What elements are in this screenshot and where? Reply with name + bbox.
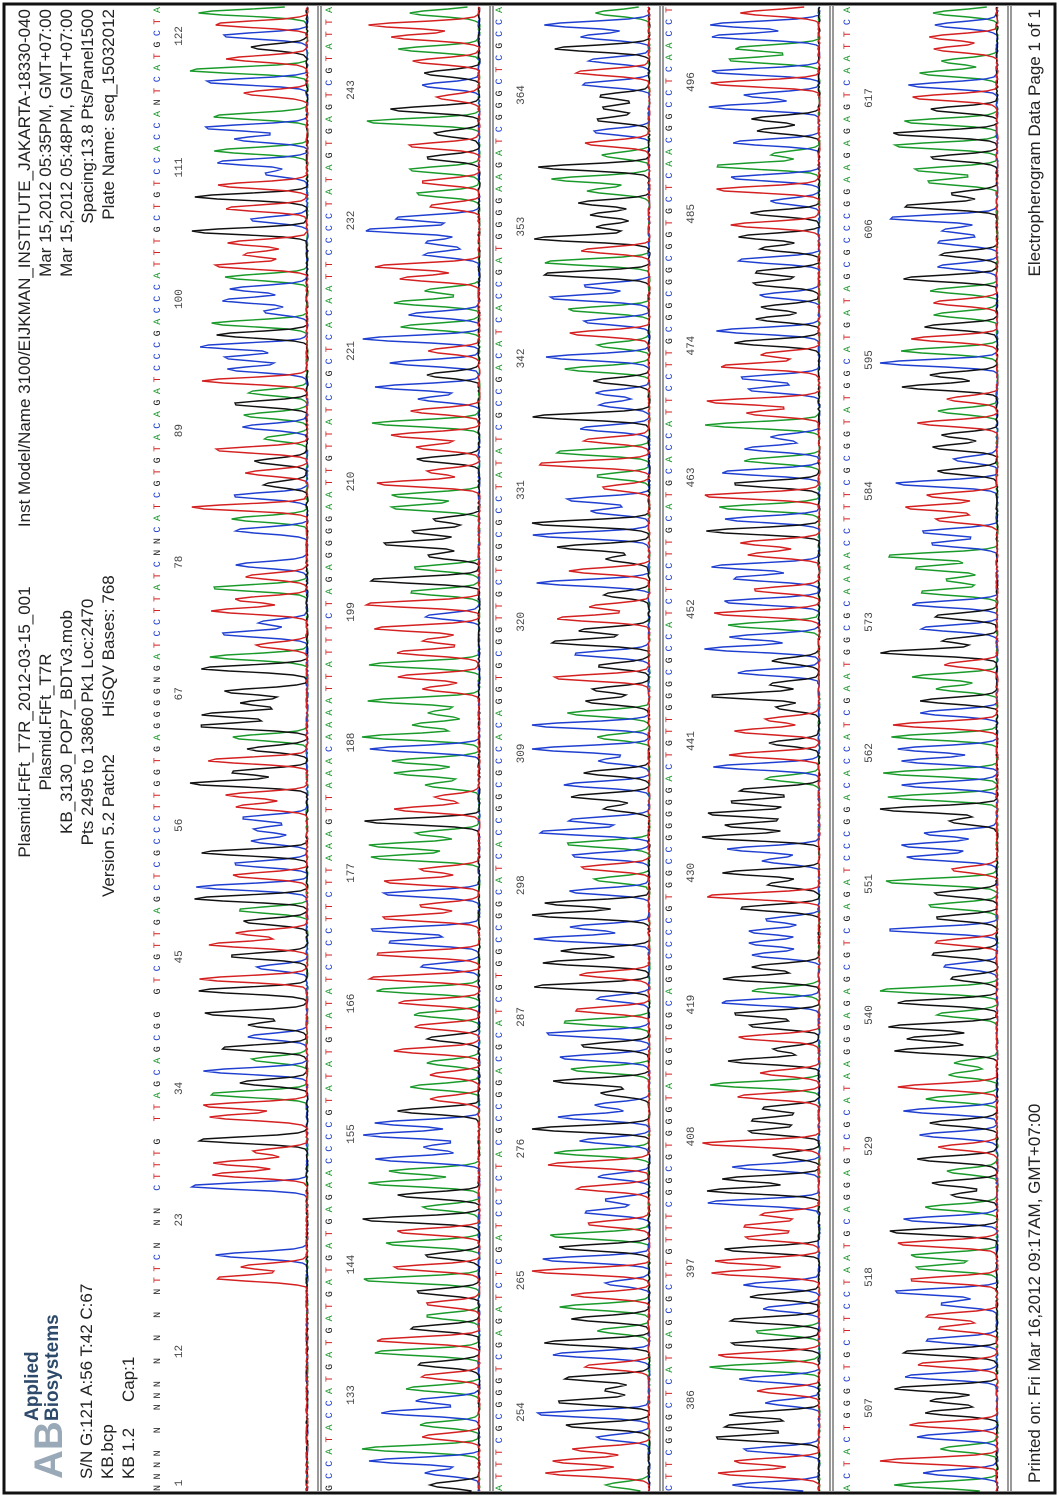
base-position: 34 bbox=[174, 1081, 186, 1095]
base-sequence: CTTCGGGCTCATGAGCGCTTGTTTCGGCGTGGGTATGGTG… bbox=[665, 7, 676, 1491]
base-position: 100 bbox=[174, 289, 186, 309]
base-position: 309 bbox=[516, 744, 528, 764]
base-position: 1 bbox=[174, 1479, 186, 1486]
base-position: 540 bbox=[864, 1005, 876, 1025]
base-position: 496 bbox=[686, 72, 698, 92]
print-date: Printed on: Fri Mar 16,2012 09:17AM, GMT… bbox=[1025, 1104, 1044, 1483]
trace bbox=[532, 7, 650, 1491]
base-position: 67 bbox=[174, 687, 186, 700]
base-position: 23 bbox=[174, 1213, 186, 1226]
base-position: 298 bbox=[516, 875, 528, 895]
sample-info: HiSQV Bases: 768 bbox=[99, 575, 118, 717]
run-info: S/N G:121 A:56 T:42 C:67 bbox=[77, 1284, 96, 1479]
base-position: 320 bbox=[516, 612, 528, 632]
base-sequence: ATTTCGCGGGTCGAGATCTCGATCCTCTACGCCGGACGCA… bbox=[495, 7, 506, 1491]
base-position: 430 bbox=[686, 863, 698, 883]
trace bbox=[880, 7, 998, 1491]
base-position: 276 bbox=[516, 1139, 528, 1159]
electropherogram-sheet: AB Applied Biosystems S/N G:121 A:56 T:4… bbox=[0, 0, 1059, 1497]
base-position: 111 bbox=[174, 157, 186, 177]
trace bbox=[363, 7, 480, 1491]
base-position: 342 bbox=[516, 348, 528, 368]
base-position: 122 bbox=[174, 26, 186, 46]
trace bbox=[532, 7, 650, 1491]
base-position: 408 bbox=[686, 1126, 698, 1146]
base-position: 221 bbox=[346, 341, 358, 361]
base-position: 287 bbox=[516, 1007, 528, 1027]
base-position: 188 bbox=[346, 733, 358, 753]
trace bbox=[362, 7, 480, 1491]
base-sequence: ACTACTGGGCTGCTTCCTAATGCAGGAGTCGCATAAGGGA… bbox=[843, 7, 854, 1491]
base-position: 573 bbox=[864, 612, 876, 632]
sample-info: KB_3130_POP7_BDTv3.mob bbox=[57, 610, 76, 834]
base-position: 232 bbox=[346, 211, 358, 231]
base-position: 155 bbox=[346, 1124, 358, 1144]
base-position: 595 bbox=[864, 350, 876, 370]
base-position: 441 bbox=[686, 731, 698, 751]
base-position: 166 bbox=[346, 994, 358, 1014]
base-position: 606 bbox=[864, 219, 876, 239]
base-position: 529 bbox=[864, 1136, 876, 1156]
panel: ACTACTGGGCTGCTTCCTAATGCAGGAGTCGCATAAGGGA… bbox=[843, 6, 1011, 1491]
page: {"header": { "logo": ["Applied", "Biosys… bbox=[0, 0, 1059, 1497]
sample-info: Pts 2495 to 13860 Pk1 Loc:2470 bbox=[78, 599, 97, 846]
panel: ATTTCGCGGGTCGAGATCTCGATCCTCTACGCCGGACGCA… bbox=[495, 6, 663, 1491]
base-position: 353 bbox=[516, 217, 528, 237]
logo-text: Applied bbox=[22, 1351, 43, 1421]
base-position: 364 bbox=[516, 85, 528, 105]
instrument-info: Mar 15,2012 05:35PM, GMT+07:00 bbox=[36, 9, 55, 277]
sample-info: Plasmid.FtFt_T7R_2012-03-15_001 bbox=[15, 586, 34, 857]
base-position: 254 bbox=[516, 1402, 528, 1422]
base-sequence: GCCATACCATGATGATGATGATGAGAACCCCGTATATGTA… bbox=[325, 7, 336, 1491]
logo-mark: AB bbox=[27, 1421, 71, 1479]
base-position: 485 bbox=[686, 204, 698, 224]
base-position: 133 bbox=[346, 1385, 358, 1405]
logo: AB Applied Biosystems bbox=[22, 1314, 71, 1479]
base-position: 584 bbox=[864, 481, 876, 501]
run-info: KB.bcp bbox=[98, 1424, 117, 1479]
panel: NNNN N NNN N N N NTTCN NN CTTTG TTAGCAGC… bbox=[153, 6, 321, 1491]
logo-text: Biosystems bbox=[42, 1314, 63, 1421]
base-position: 386 bbox=[686, 1390, 698, 1410]
run-info: Cap:1 bbox=[119, 1357, 138, 1402]
trace bbox=[366, 7, 480, 1491]
base-position: 210 bbox=[346, 472, 358, 492]
base-position: 12 bbox=[174, 1345, 186, 1358]
base-position: 89 bbox=[174, 424, 186, 437]
base-position: 562 bbox=[864, 743, 876, 763]
landscape-sheet: AB Applied Biosystems S/N G:121 A:56 T:4… bbox=[0, 0, 1059, 1497]
base-position: 331 bbox=[516, 480, 528, 500]
base-position: 78 bbox=[174, 556, 186, 569]
base-position: 265 bbox=[516, 1270, 528, 1290]
sample-info: Plasmid.FtFt_T7R bbox=[36, 654, 55, 791]
base-position: 551 bbox=[864, 874, 876, 894]
base-position: 419 bbox=[686, 995, 698, 1015]
page-info: Electropherogram Data Page 1 of 1 bbox=[1025, 9, 1044, 276]
instrument-info: Inst Model/Name 3100/EIJKMAN_INSTITUTE_J… bbox=[15, 9, 34, 527]
base-position: 56 bbox=[174, 819, 186, 832]
run-info: KB 1.2 bbox=[119, 1428, 138, 1479]
base-position: 617 bbox=[864, 88, 876, 108]
trace bbox=[702, 7, 820, 1491]
trace bbox=[532, 7, 650, 1491]
trace bbox=[363, 7, 480, 1491]
base-position: 199 bbox=[346, 602, 358, 622]
base-position: 507 bbox=[864, 1398, 876, 1418]
panel: GCCATACCATGATGATGATGATGAGAACCCCGTATATGTA… bbox=[325, 6, 493, 1491]
base-position: 463 bbox=[686, 467, 698, 487]
instrument-info: Spacing:13.8 Pts/Panel1500 bbox=[78, 9, 97, 224]
base-position: 45 bbox=[174, 950, 186, 963]
base-position: 474 bbox=[686, 335, 698, 355]
base-position: 177 bbox=[346, 863, 358, 883]
base-sequence: NNNN N NNN N N N NTTCN NN CTTTG TTAGCAGC… bbox=[153, 7, 164, 1491]
base-position: 243 bbox=[346, 80, 358, 100]
panel: CTTCGGGCTCATGAGCGCTTGTTTCGGCGTGGGTATGGTG… bbox=[665, 6, 833, 1491]
base-position: 452 bbox=[686, 599, 698, 619]
base-position: 518 bbox=[864, 1267, 876, 1287]
instrument-info: Mar 15,2012 05:48PM, GMT+07:00 bbox=[57, 9, 76, 277]
base-position: 397 bbox=[686, 1258, 698, 1278]
sample-info: Version 5.2 Patch2 bbox=[99, 754, 118, 897]
instrument-info: Plate Name: seq_15032012 bbox=[99, 9, 118, 220]
base-position: 144 bbox=[346, 1254, 358, 1274]
